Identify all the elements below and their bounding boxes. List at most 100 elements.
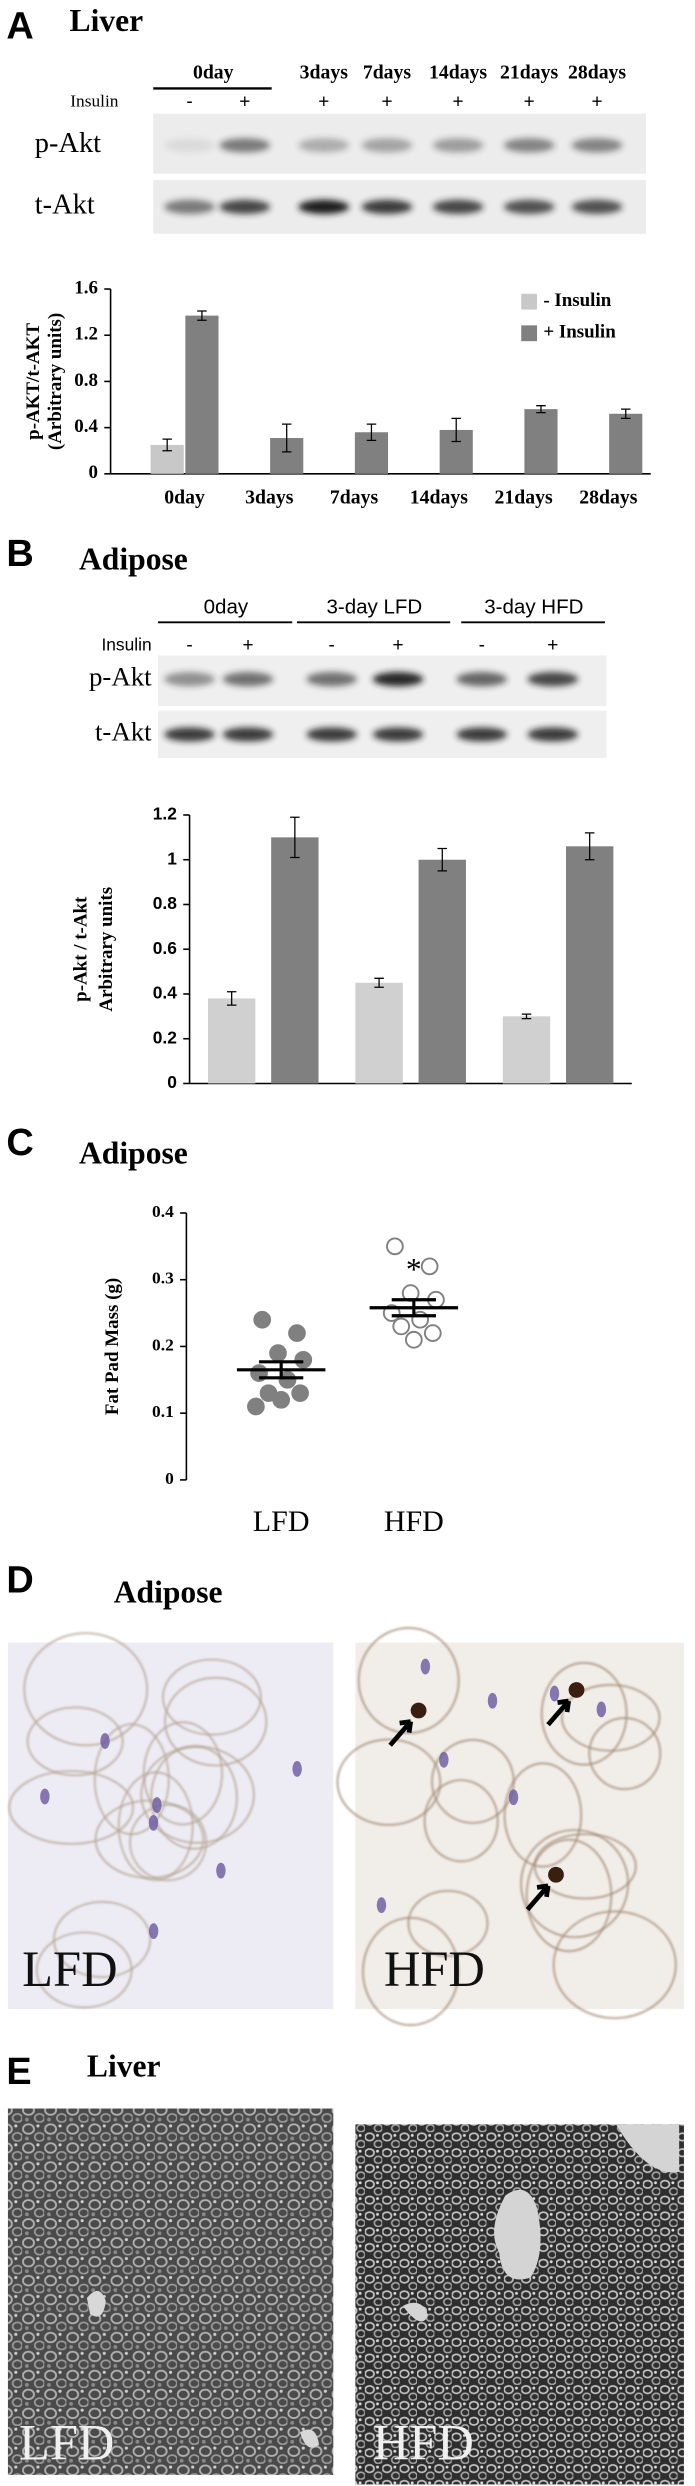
error-bar bbox=[521, 1013, 532, 1020]
y-tick-label: 0.6 bbox=[153, 938, 177, 958]
cell-outline bbox=[140, 1745, 255, 1844]
cell-outline bbox=[540, 1661, 628, 1766]
nucleus bbox=[148, 1814, 159, 1831]
blot-band bbox=[456, 672, 508, 687]
blot-band bbox=[456, 727, 508, 742]
cell-outline bbox=[26, 1706, 124, 1777]
insulin-label: Insulin bbox=[101, 635, 151, 655]
arrow bbox=[546, 1698, 571, 1727]
lane-header: 0day bbox=[204, 595, 249, 618]
x-tick-label: HFD bbox=[384, 1505, 444, 1538]
blot-band bbox=[503, 199, 555, 215]
error-bar bbox=[162, 438, 172, 452]
image-label: HFD bbox=[384, 1941, 485, 1997]
lane-header: 3days bbox=[300, 62, 349, 84]
nucleus bbox=[487, 1692, 498, 1709]
blot-band bbox=[503, 138, 555, 153]
panel-letter: C bbox=[6, 1122, 33, 1164]
y-tick-label: 0.4 bbox=[153, 983, 177, 1003]
panel-letter: A bbox=[6, 5, 33, 47]
blot-band bbox=[219, 199, 271, 215]
micrograph bbox=[7, 1642, 334, 2010]
sem-bar bbox=[259, 1360, 304, 1380]
error-bar bbox=[226, 991, 237, 1006]
image-label: LFD bbox=[22, 1941, 117, 1997]
significance: * bbox=[406, 1252, 422, 1287]
cell-outline bbox=[362, 1917, 460, 2026]
y-axis-label: Arbitrary units bbox=[96, 887, 117, 1012]
y-tick-label: 0.8 bbox=[74, 370, 98, 391]
nucleus bbox=[152, 1797, 162, 1813]
micrograph bbox=[355, 1642, 684, 2010]
nucleus bbox=[148, 1923, 159, 1940]
y-axis-label: (Arbitrary units) bbox=[45, 313, 66, 450]
nucleus bbox=[40, 1788, 50, 1805]
bar bbox=[502, 1016, 551, 1084]
blot-band bbox=[527, 672, 579, 687]
cell-outline bbox=[23, 1632, 148, 1747]
cell-outline bbox=[143, 1721, 223, 1826]
bar bbox=[185, 315, 219, 474]
y-tick-label: 1.6 bbox=[74, 277, 98, 298]
cell-outline bbox=[336, 1738, 442, 1826]
bar bbox=[524, 409, 558, 474]
nucleus bbox=[439, 1751, 449, 1768]
blot-band bbox=[219, 138, 271, 153]
blot-band bbox=[361, 138, 413, 153]
blot-band bbox=[222, 727, 274, 742]
nucleus bbox=[100, 1733, 110, 1749]
blot-band bbox=[164, 138, 215, 153]
sem-bar bbox=[391, 1298, 436, 1318]
blot-band bbox=[222, 672, 274, 687]
panel-title: Adipose bbox=[79, 542, 188, 577]
data-point bbox=[278, 1370, 297, 1389]
lane-header: 3-day HFD bbox=[484, 595, 583, 618]
blot-band bbox=[298, 199, 350, 215]
bar bbox=[565, 846, 614, 1084]
macrophage bbox=[410, 1702, 427, 1719]
bar bbox=[355, 982, 403, 1084]
data-point bbox=[404, 1330, 423, 1349]
panel-title: Adipose bbox=[114, 1574, 223, 1609]
nucleus bbox=[508, 1789, 519, 1806]
y-tick-label: 0.3 bbox=[152, 1269, 174, 1288]
cell-outline bbox=[357, 1627, 460, 1734]
blot-band bbox=[432, 138, 484, 153]
y-axis-label: p-Akt / t-Akt bbox=[71, 896, 92, 1002]
blot-band bbox=[432, 199, 484, 215]
y-tick-label: 0 bbox=[167, 1072, 177, 1092]
legend-label: + Insulin bbox=[543, 322, 616, 343]
error-bar bbox=[536, 405, 546, 414]
legend-swatch bbox=[521, 325, 538, 342]
lane-header: 28days bbox=[568, 62, 626, 84]
blot-band bbox=[306, 727, 357, 742]
image-label: LFD bbox=[19, 2415, 114, 2471]
nucleus bbox=[292, 1761, 302, 1777]
data-point bbox=[423, 1324, 442, 1342]
insulin-sign: - bbox=[479, 635, 485, 656]
data-point bbox=[272, 1390, 291, 1409]
error-bar bbox=[197, 310, 207, 321]
cell-outline bbox=[93, 1723, 170, 1836]
y-tick-label: 0.8 bbox=[153, 893, 177, 913]
error-bar bbox=[437, 847, 448, 872]
y-tick-label: 1 bbox=[167, 848, 177, 868]
x-tick-label: 3days bbox=[245, 487, 294, 509]
blot-row-label: t-Akt bbox=[35, 189, 95, 220]
error-bar bbox=[451, 417, 461, 443]
data-point bbox=[294, 1350, 313, 1369]
blot-band bbox=[164, 199, 215, 215]
lane-header: 3-day LFD bbox=[326, 595, 422, 618]
y-tick-label: 1.2 bbox=[74, 324, 98, 345]
data-point bbox=[247, 1397, 265, 1416]
y-axis-label: p-AKT/t-AKT bbox=[23, 323, 44, 440]
lane-header: 7days bbox=[363, 62, 412, 84]
y-tick-label: 0 bbox=[165, 1469, 174, 1488]
lane-header: 21days bbox=[500, 62, 558, 84]
panel-title: Liver bbox=[87, 2048, 161, 2083]
data-point bbox=[392, 1317, 411, 1336]
insulin-sign: + bbox=[592, 92, 603, 113]
insulin-sign: - bbox=[329, 635, 335, 656]
